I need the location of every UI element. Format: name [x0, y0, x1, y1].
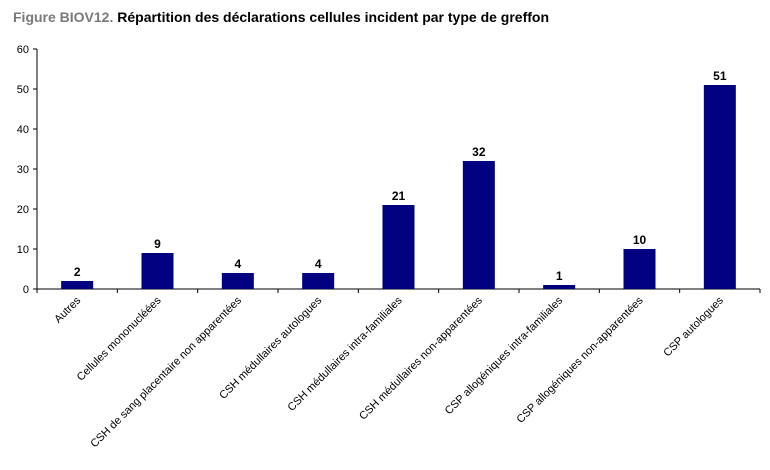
category-label: CSH de sang placentaire non apparentées	[88, 294, 244, 450]
bar	[382, 205, 415, 289]
category-label: Autres	[52, 294, 83, 325]
data-label: 4	[315, 257, 322, 271]
data-label: 4	[234, 257, 241, 271]
y-axis-ticks: 0 10 20 30 40 50 60	[17, 44, 37, 296]
bar	[543, 285, 576, 289]
figure-title: Répartition des déclarations cellules in…	[117, 9, 550, 25]
data-label: 51	[713, 69, 727, 83]
y-tick-label: 10	[17, 244, 29, 256]
data-label: 32	[472, 145, 486, 159]
bar	[623, 249, 656, 289]
bar	[703, 85, 736, 289]
data-label: 10	[633, 233, 647, 247]
y-tick-label: 50	[17, 84, 29, 96]
data-label: 9	[154, 237, 161, 251]
bar	[141, 253, 174, 289]
chart-title: Figure BIOV12. Répartition des déclarati…	[13, 9, 549, 25]
bars	[61, 85, 736, 289]
category-label: Cellules mononucléées	[75, 294, 164, 383]
data-label: 21	[392, 189, 406, 203]
bar	[221, 273, 254, 289]
category-label: CSP autologues	[661, 294, 726, 359]
data-label: 2	[74, 265, 81, 279]
y-tick-label: 60	[17, 44, 29, 56]
data-label: 1	[556, 269, 563, 283]
y-tick-label: 30	[17, 164, 29, 176]
figure-prefix: Figure BIOV12.	[13, 9, 114, 25]
bar	[302, 273, 335, 289]
y-tick-label: 0	[23, 284, 29, 296]
bar	[61, 281, 94, 289]
y-tick-label: 40	[17, 124, 29, 136]
y-tick-label: 20	[17, 204, 29, 216]
category-label: CSP allogéniques non-apparentées	[514, 294, 646, 426]
bar	[462, 161, 495, 289]
data-labels: 2 9 4 4 21 32 1 10 51	[74, 69, 727, 283]
